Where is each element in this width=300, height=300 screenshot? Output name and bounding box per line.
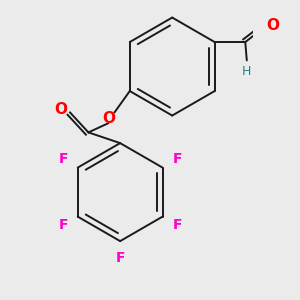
- Text: F: F: [58, 152, 68, 166]
- Text: O: O: [102, 111, 115, 126]
- Text: O: O: [54, 102, 68, 117]
- Text: F: F: [58, 218, 68, 232]
- Text: F: F: [172, 218, 182, 232]
- Text: O: O: [266, 18, 279, 33]
- Text: F: F: [116, 251, 125, 265]
- Text: F: F: [172, 152, 182, 166]
- Text: H: H: [242, 64, 251, 78]
